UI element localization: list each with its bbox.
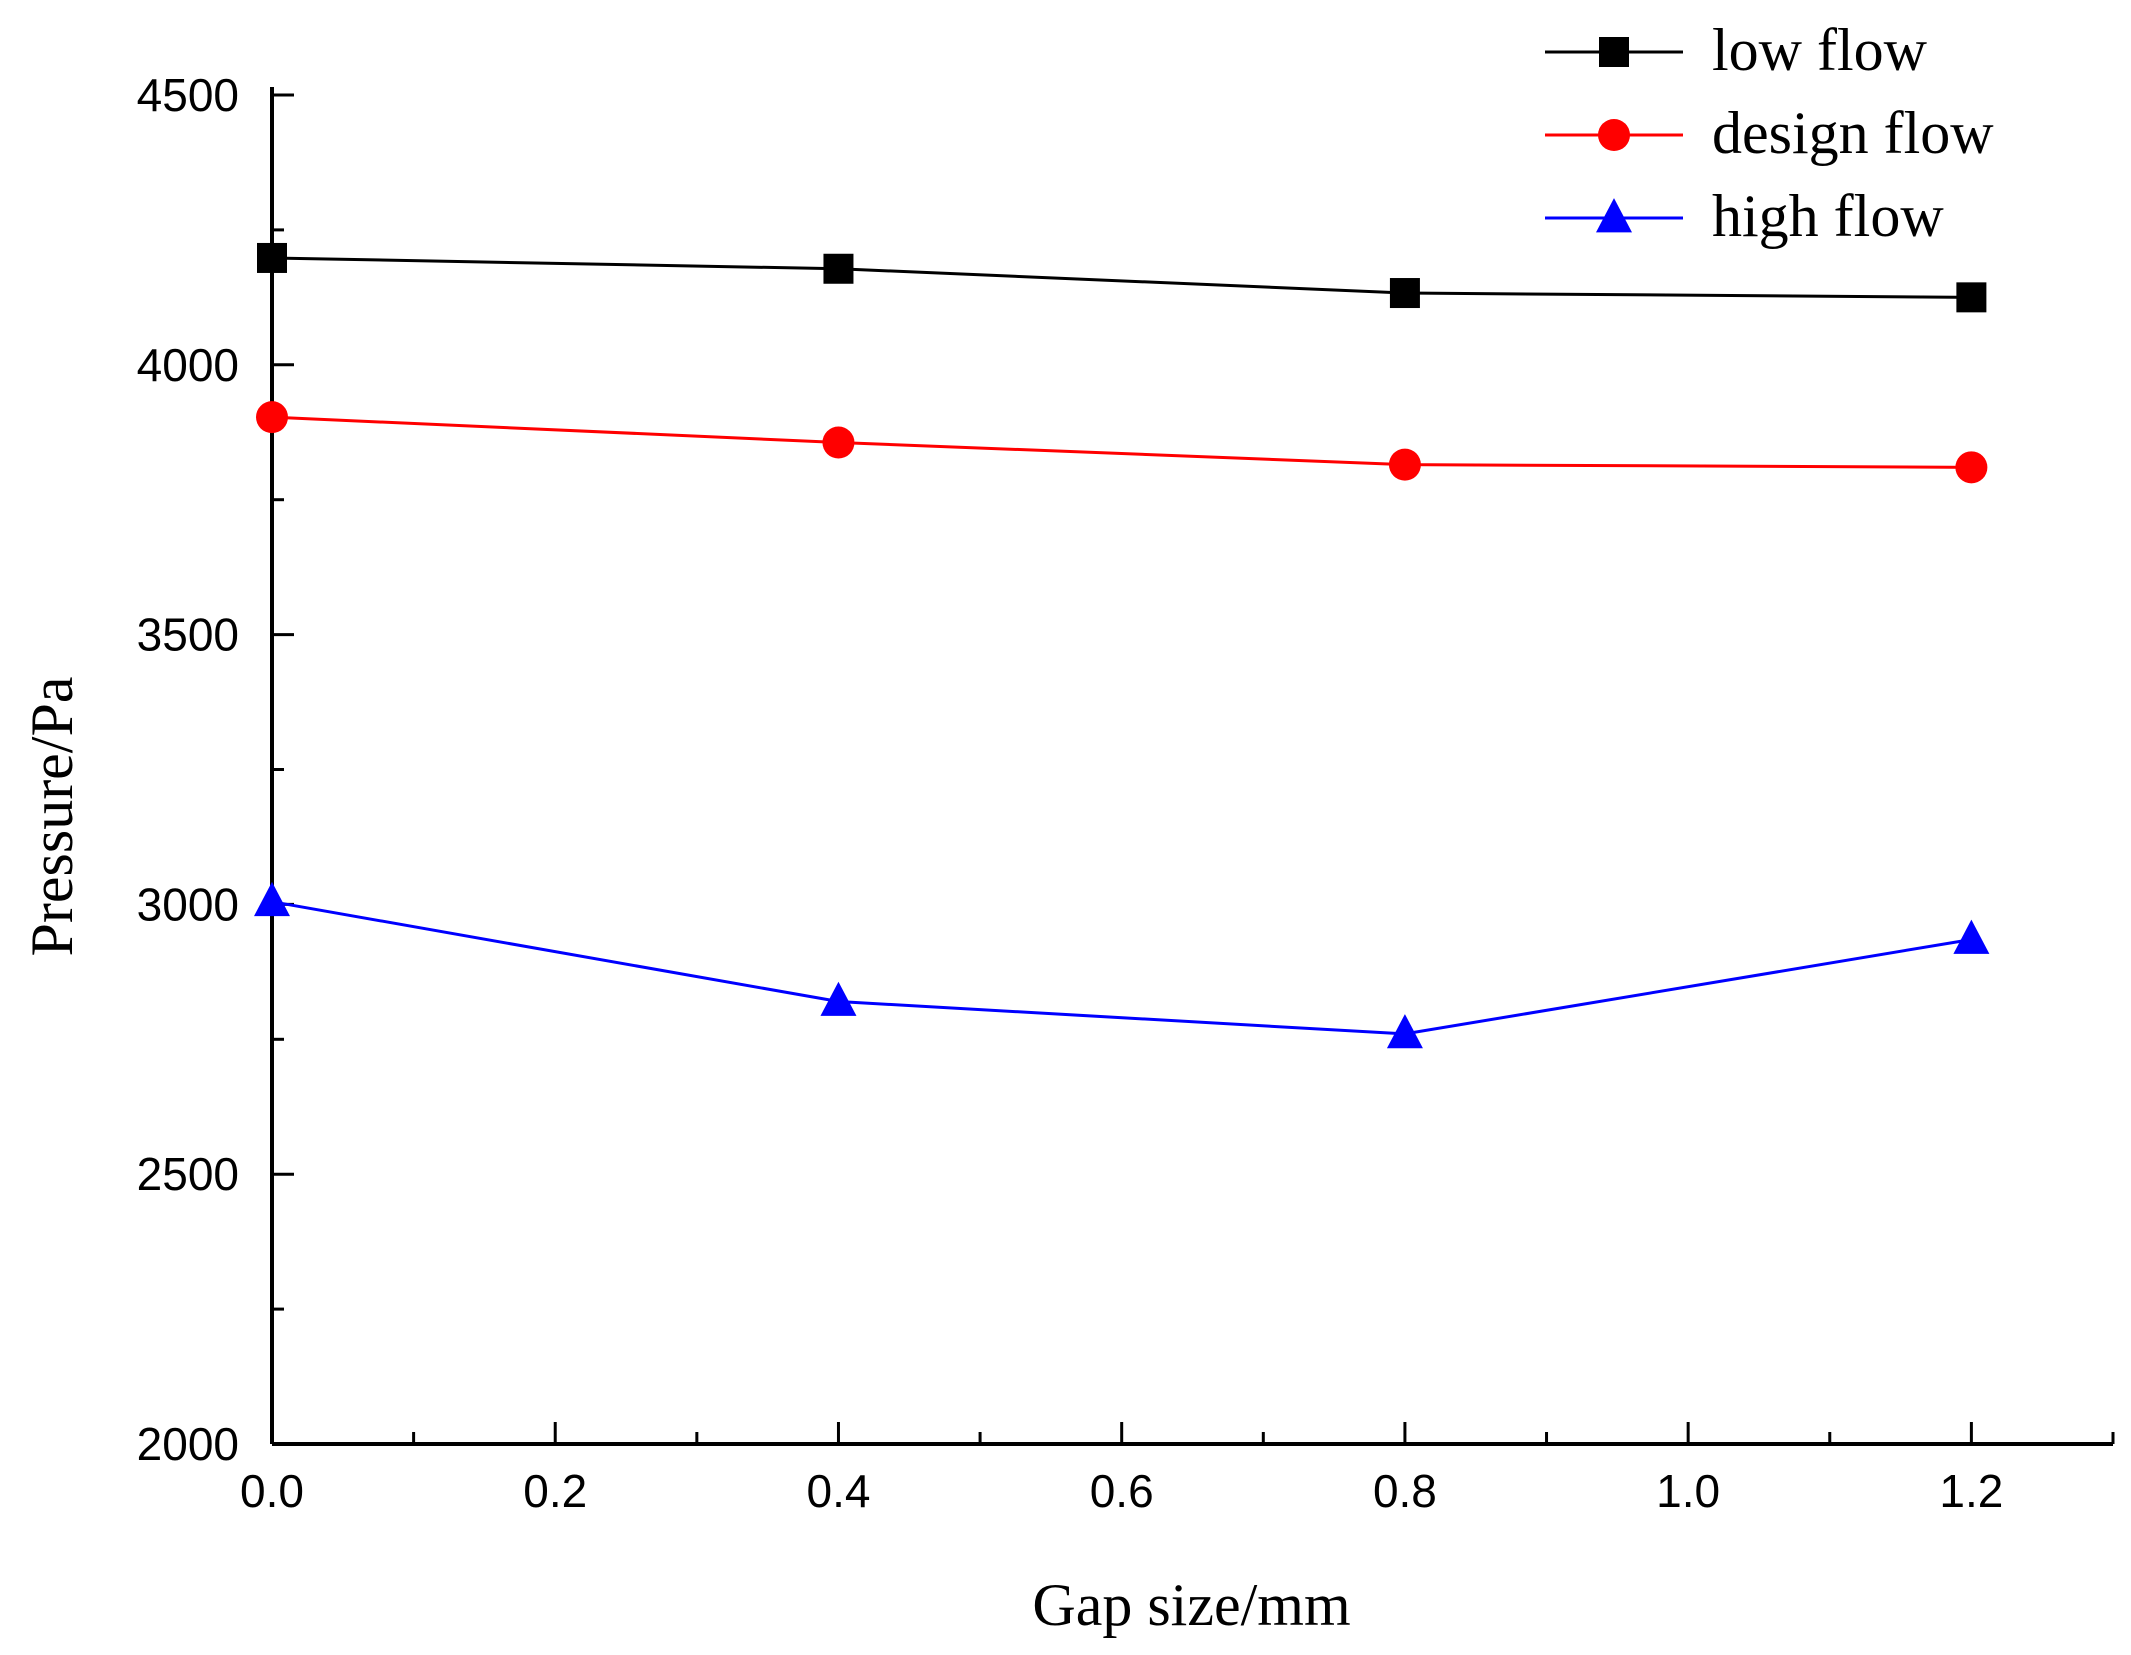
- series-high-flow: [254, 881, 1990, 1049]
- y-tick-label: 3000: [137, 878, 239, 930]
- y-tick-label: 3500: [137, 609, 239, 661]
- legend: low flow design flow high flow: [1545, 17, 1994, 249]
- y-tick-label: 2000: [137, 1418, 239, 1470]
- y-axis-title: Pressure/Pa: [19, 677, 85, 957]
- legend-marker: [1599, 37, 1629, 67]
- series-layer: [254, 242, 1990, 1049]
- data-point: [1956, 282, 1987, 313]
- series-low-flow: [257, 242, 1987, 313]
- data-point: [1389, 278, 1420, 309]
- x-tick-label: 0.8: [1373, 1465, 1437, 1517]
- x-tick-label: 1.2: [1939, 1465, 2003, 1517]
- legend-label: design flow: [1712, 100, 1994, 166]
- y-tick-label: 4000: [137, 339, 239, 391]
- series-design-flow: [256, 401, 1988, 484]
- x-tick-label: 0.6: [1090, 1465, 1154, 1517]
- x-tick-label: 0.0: [240, 1465, 304, 1517]
- data-point: [1386, 1014, 1423, 1049]
- x-tick-label: 0.2: [523, 1465, 587, 1517]
- series-line: [271, 415, 1972, 469]
- y-tick-label: 2500: [137, 1148, 239, 1200]
- data-point: [257, 242, 287, 273]
- x-tick-label: 0.4: [806, 1465, 870, 1517]
- data-point: [822, 426, 855, 459]
- data-point: [256, 401, 288, 434]
- legend-marker: [1598, 119, 1630, 151]
- data-point: [1388, 448, 1421, 481]
- data-point: [1953, 919, 1990, 954]
- series-line: [271, 900, 1972, 1036]
- legend-label: low flow: [1712, 17, 1928, 83]
- data-point: [823, 253, 854, 284]
- x-axis-title: Gap size/mm: [1032, 1572, 1350, 1638]
- legend-item-low-flow: low flow: [1545, 17, 1928, 83]
- series-line: [271, 256, 1972, 299]
- legend-item-design-flow: design flow: [1545, 100, 1994, 166]
- axes: 0.0 0.2 0.4 0.6 0.8 1.0 1.2 2000 2500 3000 3500 400…: [137, 69, 2115, 1517]
- data-point: [254, 881, 290, 917]
- data-point: [1955, 451, 1988, 484]
- legend-label: high flow: [1712, 183, 1944, 249]
- data-point: [820, 981, 857, 1016]
- y-tick-label: 4500: [137, 69, 239, 121]
- legend-marker: [1596, 198, 1632, 233]
- x-tick-label: 1.0: [1656, 1465, 1720, 1517]
- legend-item-high-flow: high flow: [1545, 183, 1944, 249]
